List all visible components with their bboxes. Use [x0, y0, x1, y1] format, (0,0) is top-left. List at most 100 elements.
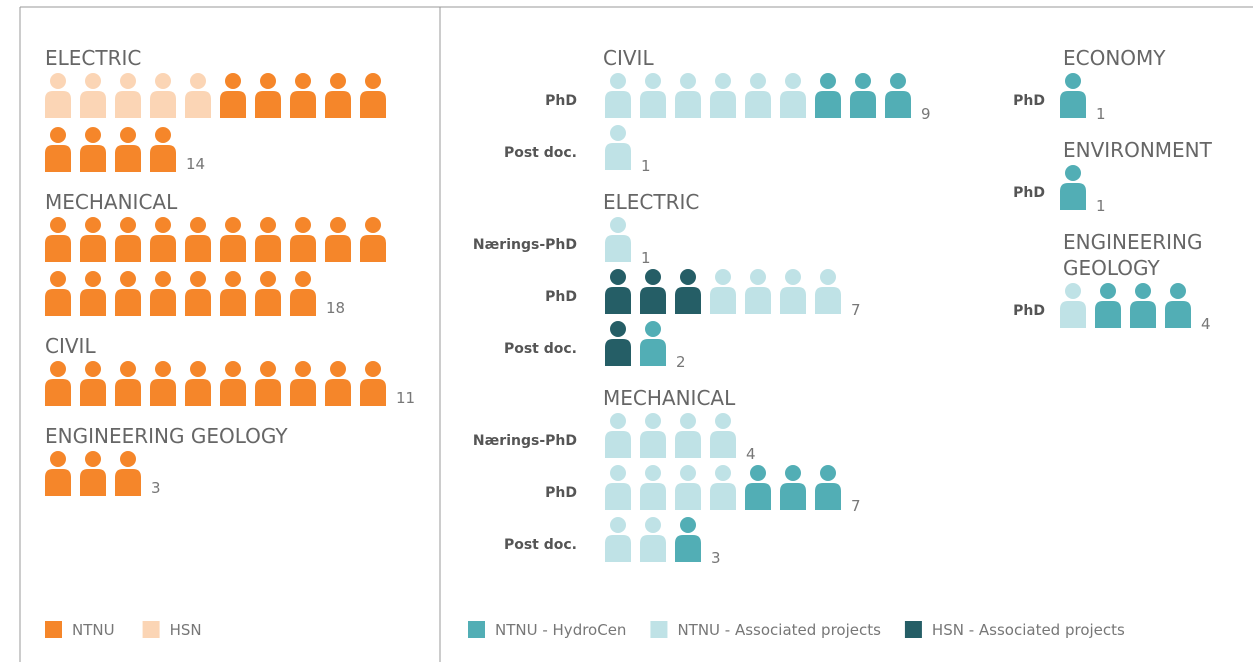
- person-icon: [45, 361, 71, 406]
- icon-head: [1170, 283, 1186, 299]
- person-icon: [745, 269, 771, 314]
- icon-body: [605, 235, 631, 262]
- icon-head: [295, 361, 311, 377]
- icon-head: [680, 269, 696, 285]
- icon-head: [190, 217, 206, 233]
- person-icon: [325, 217, 351, 262]
- person-icon: [150, 361, 176, 406]
- legend-swatch: [468, 621, 485, 638]
- icon-head: [820, 269, 836, 285]
- icon-body: [360, 91, 386, 118]
- icon-head: [330, 217, 346, 233]
- icon-head: [715, 413, 731, 429]
- legend-swatch: [650, 621, 668, 638]
- icon-body: [115, 145, 141, 172]
- icon-body: [640, 91, 666, 118]
- legend-swatch: [142, 621, 160, 638]
- person-icon: [605, 125, 631, 170]
- person-icon: [1095, 283, 1121, 328]
- person-icon: [675, 465, 701, 510]
- legend-label: NTNU - Associated projects: [677, 621, 881, 639]
- icon-body: [605, 287, 631, 314]
- person-icon: [745, 73, 771, 118]
- row-total: 4: [746, 445, 756, 463]
- person-icon: [710, 73, 736, 118]
- icon-head: [85, 217, 101, 233]
- person-icon: [255, 217, 281, 262]
- person-icon: [675, 73, 701, 118]
- person-icon: [1060, 73, 1086, 118]
- person-icon: [115, 127, 141, 172]
- icon-head: [365, 217, 381, 233]
- icon-body: [150, 91, 176, 118]
- icon-head: [120, 217, 136, 233]
- icon-head: [225, 361, 241, 377]
- icon-body: [1165, 301, 1191, 328]
- icon-body: [255, 91, 281, 118]
- group-total: 11: [396, 389, 415, 407]
- icon-body: [80, 289, 106, 316]
- row-label: PhD: [1013, 185, 1045, 201]
- title-line: ENGINEERING: [1063, 230, 1202, 254]
- person-icon: [220, 361, 246, 406]
- icon-head: [155, 361, 171, 377]
- row-total: 7: [851, 497, 861, 515]
- icon-head: [120, 361, 136, 377]
- icon-body: [45, 379, 71, 406]
- icon-body: [710, 431, 736, 458]
- person-icon: [45, 217, 71, 262]
- icon-body: [815, 91, 841, 118]
- person-icon: [605, 465, 631, 510]
- row-total: 1: [1096, 197, 1106, 215]
- icon-body: [150, 145, 176, 172]
- icon-head: [890, 73, 906, 89]
- icon-head: [155, 271, 171, 287]
- icon-body: [325, 379, 351, 406]
- icon-body: [640, 431, 666, 458]
- group-title: CIVIL: [45, 334, 96, 358]
- legend-swatch: [45, 621, 62, 638]
- icon-body: [605, 91, 631, 118]
- person-icon: [255, 271, 281, 316]
- icon-head: [715, 269, 731, 285]
- icon-body: [850, 91, 876, 118]
- icon-body: [745, 287, 771, 314]
- person-icon: [115, 451, 141, 496]
- icon-body: [745, 483, 771, 510]
- person-icon: [640, 465, 666, 510]
- icon-head: [190, 73, 206, 89]
- icon-body: [325, 235, 351, 262]
- icon-body: [290, 91, 316, 118]
- person-icon: [115, 271, 141, 316]
- person-icon: [80, 451, 106, 496]
- icon-body: [640, 287, 666, 314]
- icon-head: [50, 217, 66, 233]
- icon-body: [360, 379, 386, 406]
- icon-body: [45, 235, 71, 262]
- icon-head: [330, 361, 346, 377]
- person-icon: [185, 361, 211, 406]
- person-icon: [640, 73, 666, 118]
- person-icon: [675, 269, 701, 314]
- icon-head: [610, 413, 626, 429]
- icon-head: [855, 73, 871, 89]
- icon-body: [220, 379, 246, 406]
- group-title: ENGINEERING GEOLOGY: [1063, 230, 1202, 280]
- icon-body: [185, 379, 211, 406]
- icon-body: [220, 91, 246, 118]
- icon-head: [610, 517, 626, 533]
- icon-head: [260, 271, 276, 287]
- icon-body: [1130, 301, 1156, 328]
- person-icon: [815, 465, 841, 510]
- icon-body: [605, 483, 631, 510]
- icon-head: [820, 465, 836, 481]
- icon-head: [610, 269, 626, 285]
- icon-head: [120, 451, 136, 467]
- icon-body: [710, 483, 736, 510]
- icon-body: [45, 145, 71, 172]
- row-total: 9: [921, 105, 931, 123]
- person-icon: [150, 127, 176, 172]
- title-line: GEOLOGY: [1063, 256, 1161, 280]
- person-icon: [45, 73, 71, 118]
- icon-body: [780, 287, 806, 314]
